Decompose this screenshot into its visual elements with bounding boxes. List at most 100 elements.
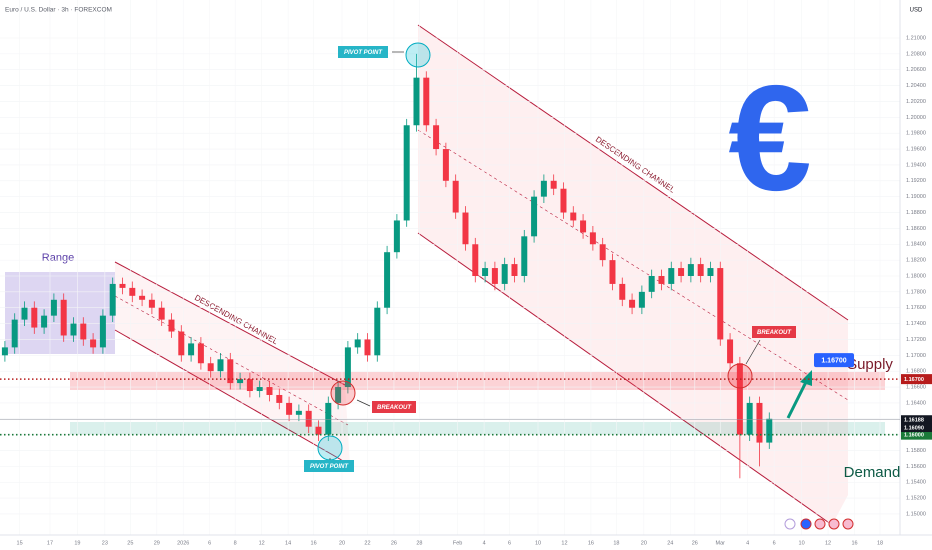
y-tick-label: 1.15400 <box>906 480 926 486</box>
candle-body <box>403 125 410 221</box>
candle-body <box>580 220 587 233</box>
y-tick-label: 1.20600 <box>906 67 926 73</box>
x-tick-label: 25 <box>127 540 133 546</box>
candle-body <box>188 343 195 356</box>
icon[interactable] <box>828 518 840 530</box>
x-tick-label: 6 <box>208 540 211 546</box>
candle-body <box>70 323 77 336</box>
price-tag <box>901 423 932 433</box>
price-tag-label: 1.16700 <box>904 377 924 383</box>
icon[interactable] <box>800 518 812 530</box>
candle-body <box>433 125 440 150</box>
y-tick-label: 1.17800 <box>906 289 926 295</box>
y-tick-label: 1.19400 <box>906 162 926 168</box>
x-tick-label: 23 <box>102 540 108 546</box>
candle-body <box>207 363 214 372</box>
candle-body <box>148 299 155 308</box>
channel-line <box>417 24 849 321</box>
candle-body <box>629 299 636 308</box>
candle-body <box>168 319 175 332</box>
candle-body <box>31 307 38 328</box>
x-tick-label: 18 <box>877 540 883 546</box>
y-tick-label: 1.15800 <box>906 448 926 454</box>
candle-body <box>286 402 293 415</box>
y-tick-label: 1.20000 <box>906 115 926 121</box>
x-tick-label: Mar <box>716 540 726 546</box>
y-tick-label: 1.15000 <box>906 511 926 517</box>
x-tick-label: 16 <box>311 540 317 546</box>
candle-body <box>423 77 430 126</box>
y-tick-label: 1.17600 <box>906 305 926 311</box>
y-tick-label: 1.18600 <box>906 226 926 232</box>
candle-body <box>384 252 391 308</box>
candle-body <box>197 343 204 364</box>
candle-body <box>727 339 734 364</box>
icon[interactable] <box>842 518 854 530</box>
currency: USD <box>910 8 923 14</box>
x-tick-label: 20 <box>339 540 345 546</box>
y-tick-label: 1.18800 <box>906 210 926 216</box>
candle-body <box>60 299 67 336</box>
candle-body <box>482 268 489 276</box>
candle-body <box>540 180 547 197</box>
icon[interactable] <box>784 518 796 530</box>
candle-body <box>256 387 263 392</box>
target-box <box>814 353 854 368</box>
x-tick-label: 29 <box>154 540 160 546</box>
price-tag <box>901 374 932 385</box>
x-tick-label: 18 <box>613 540 619 546</box>
candle-body <box>41 315 48 328</box>
candle-body <box>374 307 381 356</box>
candle-body <box>266 387 273 395</box>
candle-body <box>452 180 459 213</box>
x-tick-label: 26 <box>692 540 698 546</box>
label-box <box>338 46 388 58</box>
arrow <box>786 381 808 419</box>
candle-body <box>325 402 332 435</box>
price-tag-label: 1.16090 <box>904 425 924 431</box>
candle-body <box>648 275 655 292</box>
candle-body <box>364 339 371 356</box>
candle-body <box>531 196 538 237</box>
icon[interactable] <box>814 518 826 530</box>
demand-label: Demand <box>844 464 901 481</box>
y-tick-label: 1.17400 <box>906 321 926 327</box>
y-tick-label: 1.20400 <box>906 83 926 89</box>
breakout-label: BREAKOUT <box>377 405 412 411</box>
target-label: 1.16700 <box>821 357 846 364</box>
x-tick-label: 15 <box>17 540 23 546</box>
supply-zone <box>70 372 885 390</box>
y-tick-label: 1.15200 <box>906 496 926 502</box>
x-tick-label: 16 <box>851 540 857 546</box>
candle-body <box>736 363 743 435</box>
candle-body <box>413 77 420 126</box>
x-tick-label: 24 <box>667 540 673 546</box>
candle-body <box>305 410 312 427</box>
grid <box>0 37 900 515</box>
y-tick-label: 1.21000 <box>906 35 926 41</box>
y-tick-label: 1.17200 <box>906 337 926 343</box>
candle-body <box>246 379 253 392</box>
candle-body <box>129 287 136 296</box>
candle-body <box>1 347 8 356</box>
price-tag <box>901 429 932 440</box>
y-tick-label: 1.19600 <box>906 147 926 153</box>
y-tick-label: 1.17000 <box>906 353 926 359</box>
candle-body <box>521 236 528 276</box>
connector <box>356 399 371 407</box>
price-tag-label: 1.16188 <box>904 418 924 424</box>
candle-body <box>687 264 694 276</box>
x-tick-label: 4 <box>483 540 486 546</box>
plot-area <box>1 53 773 479</box>
x-tick-label: 8 <box>234 540 237 546</box>
label-box <box>304 460 354 472</box>
x-tick-label: 6 <box>508 540 511 546</box>
breakout-circle <box>330 380 356 406</box>
demand-zone <box>70 422 885 435</box>
y-tick-label: 1.19000 <box>906 194 926 200</box>
y-tick-label: 1.18000 <box>906 273 926 279</box>
candle-body <box>756 402 763 443</box>
y-tick-label: 1.20200 <box>906 99 926 105</box>
candle-body <box>237 379 244 384</box>
